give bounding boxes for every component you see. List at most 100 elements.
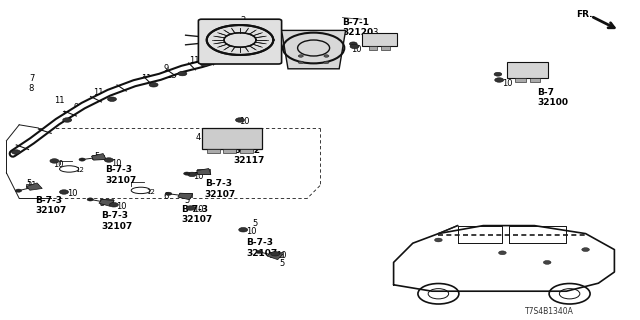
Circle shape — [200, 62, 209, 66]
Text: 5: 5 — [26, 179, 31, 188]
Circle shape — [188, 172, 196, 177]
Polygon shape — [178, 193, 193, 200]
FancyBboxPatch shape — [381, 46, 390, 50]
Circle shape — [63, 118, 72, 122]
FancyBboxPatch shape — [207, 149, 220, 153]
Text: B-7
32100: B-7 32100 — [538, 88, 568, 108]
Circle shape — [350, 44, 359, 49]
Text: 13: 13 — [61, 111, 72, 120]
Text: B-7-1
32120: B-7-1 32120 — [342, 18, 374, 37]
Text: B-7-3
32107: B-7-3 32107 — [106, 165, 137, 185]
FancyBboxPatch shape — [515, 78, 525, 82]
Circle shape — [108, 97, 116, 101]
Circle shape — [494, 72, 502, 76]
Text: 3: 3 — [372, 28, 378, 36]
FancyBboxPatch shape — [100, 199, 113, 204]
Text: 10: 10 — [53, 160, 63, 169]
Polygon shape — [92, 154, 106, 160]
FancyBboxPatch shape — [530, 78, 540, 82]
Text: 5: 5 — [99, 199, 104, 208]
Circle shape — [87, 198, 93, 201]
Text: 11: 11 — [141, 74, 151, 83]
Text: 12: 12 — [146, 189, 155, 195]
Polygon shape — [282, 30, 346, 69]
Text: B-7-3
32107: B-7-3 32107 — [35, 196, 67, 215]
Text: 10: 10 — [111, 159, 121, 168]
Text: 10: 10 — [276, 252, 287, 260]
Text: 1: 1 — [298, 42, 303, 51]
Text: 12: 12 — [76, 167, 84, 173]
Circle shape — [582, 248, 589, 252]
Circle shape — [186, 206, 195, 210]
Polygon shape — [99, 199, 115, 206]
Text: 3: 3 — [512, 64, 517, 73]
Circle shape — [543, 260, 551, 264]
Text: B-7-2
32117: B-7-2 32117 — [234, 146, 265, 165]
Text: 10: 10 — [193, 205, 204, 214]
Text: 10: 10 — [351, 45, 362, 54]
Text: 5: 5 — [252, 220, 257, 228]
Circle shape — [298, 55, 303, 57]
Circle shape — [349, 42, 357, 46]
FancyBboxPatch shape — [202, 128, 262, 149]
FancyBboxPatch shape — [507, 62, 548, 78]
FancyBboxPatch shape — [197, 169, 210, 174]
Circle shape — [495, 78, 504, 82]
Text: 11: 11 — [214, 52, 225, 60]
Circle shape — [50, 159, 59, 163]
Text: 11: 11 — [189, 56, 199, 65]
Text: 10: 10 — [239, 117, 249, 126]
Circle shape — [435, 238, 442, 242]
Circle shape — [15, 189, 22, 192]
FancyBboxPatch shape — [223, 149, 236, 153]
Text: 10: 10 — [193, 172, 204, 180]
Text: 7: 7 — [29, 74, 34, 83]
FancyBboxPatch shape — [92, 155, 104, 159]
Circle shape — [239, 228, 248, 232]
Text: 10: 10 — [246, 228, 257, 236]
Circle shape — [298, 61, 303, 64]
Text: T7S4B1340A: T7S4B1340A — [525, 308, 573, 316]
Circle shape — [79, 158, 85, 161]
Text: FR.: FR. — [576, 10, 593, 19]
Text: 8: 8 — [29, 84, 34, 92]
Circle shape — [499, 251, 506, 255]
Polygon shape — [196, 169, 211, 175]
Circle shape — [256, 250, 262, 253]
Circle shape — [149, 83, 158, 87]
FancyBboxPatch shape — [369, 46, 378, 50]
Polygon shape — [267, 252, 283, 260]
Text: 5: 5 — [184, 196, 189, 205]
Circle shape — [271, 252, 280, 256]
Circle shape — [109, 203, 118, 207]
Text: 10: 10 — [502, 79, 513, 88]
Circle shape — [178, 71, 187, 76]
Text: 2: 2 — [240, 16, 245, 25]
Circle shape — [324, 55, 329, 57]
Text: B-7-3
32107: B-7-3 32107 — [101, 211, 132, 231]
Text: 5: 5 — [280, 260, 285, 268]
FancyBboxPatch shape — [240, 149, 253, 153]
Polygon shape — [26, 183, 42, 190]
Text: B-7-3
32107: B-7-3 32107 — [246, 238, 278, 258]
Circle shape — [12, 150, 20, 154]
Circle shape — [165, 192, 172, 195]
Text: 9: 9 — [163, 64, 168, 73]
Text: B-7-3
32107: B-7-3 32107 — [205, 179, 236, 199]
Circle shape — [213, 57, 222, 61]
Text: 6: 6 — [163, 192, 168, 201]
FancyBboxPatch shape — [179, 193, 192, 197]
Text: 10: 10 — [116, 202, 127, 211]
Text: 11: 11 — [26, 181, 36, 190]
Text: 11: 11 — [93, 88, 103, 97]
Text: B-7-3
32107: B-7-3 32107 — [181, 205, 212, 224]
Text: 5: 5 — [94, 152, 99, 161]
Text: 9: 9 — [74, 103, 79, 112]
Text: 13: 13 — [166, 71, 177, 80]
Text: 11: 11 — [54, 96, 65, 105]
Text: 10: 10 — [67, 189, 77, 198]
Circle shape — [104, 158, 113, 162]
FancyBboxPatch shape — [362, 33, 397, 46]
FancyBboxPatch shape — [270, 252, 283, 257]
FancyBboxPatch shape — [198, 19, 282, 64]
